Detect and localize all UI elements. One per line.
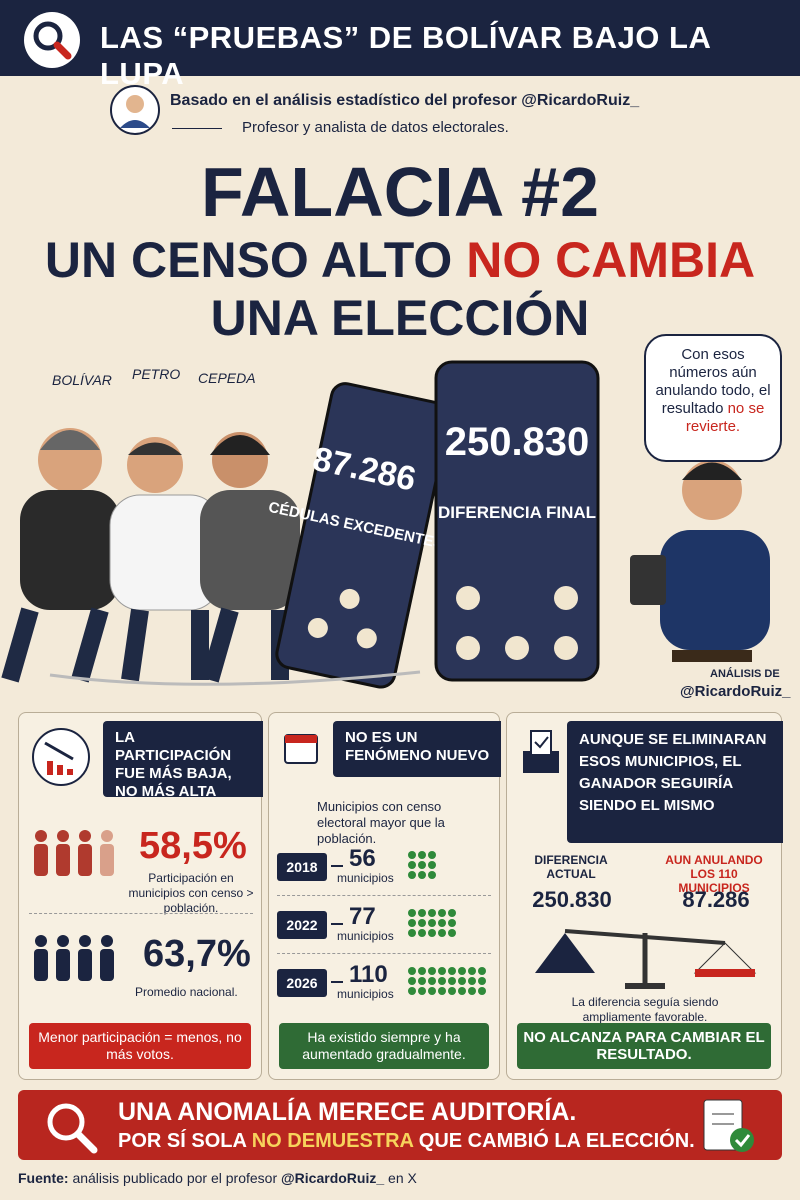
panel-note: La diferencia seguía siendo ampliamente … [571, 995, 719, 1024]
headline-line1: UN CENSO ALTO NO CAMBIA [0, 232, 800, 288]
author-handle: @RicardoRuiz_ [521, 92, 640, 109]
count-unit: municipios [337, 871, 394, 885]
credit-label: ANÁLISIS DE [710, 668, 780, 680]
author-intro-text: Basado en el análisis estadístico del pr… [170, 92, 517, 109]
name-label: PETRO [132, 366, 181, 382]
speech-bubble: Con esos números aún anulando todo, el r… [644, 334, 782, 462]
panel-participation: LA PARTICIPACIÓN FUE MÁS BAJA, NO MÁS AL… [18, 712, 263, 1080]
stat-desc: Promedio nacional. [135, 985, 238, 999]
headline-kicker: FALACIA #2 [200, 153, 600, 231]
footer: Fuente: análisis publicado por el profes… [18, 1170, 417, 1186]
banner: UNA ANOMALÍA MERECE AUDITORÍA. POR SÍ SO… [18, 1090, 782, 1160]
credit-handle: @RicardoRuiz_ [680, 683, 791, 700]
name-label: BOLÍVAR [52, 372, 112, 388]
people-icon-red [34, 830, 114, 876]
calendar-icon [284, 734, 318, 764]
author-avatar [110, 85, 160, 135]
stat-value: 58,5% [139, 825, 247, 867]
domino-large-label: DIFERENCIA FINAL [438, 503, 596, 522]
year-box: 2026 [277, 969, 327, 997]
divider [29, 913, 253, 914]
magnifier-icon [24, 12, 80, 68]
bubble-highlight: no se revierte. [685, 400, 765, 435]
domino-small [275, 382, 451, 689]
footer-text: análisis publicado por el profesor [72, 1170, 278, 1186]
divider [277, 953, 491, 954]
headline-text: UN CENSO ALTO [44, 232, 453, 288]
panel-footer: Menor participación = menos, no más voto… [29, 1023, 251, 1069]
panel-footer: NO ALCANZA PARA CAMBIAR EL RESULTADO. [517, 1023, 771, 1069]
left-label: DIFERENCIA ACTUAL [534, 853, 608, 881]
dots [408, 967, 486, 995]
banner-line1: UNA ANOMALÍA MERECE AUDITORÍA. [118, 1098, 577, 1126]
panel-history: NO ES UN FENÓMENO NUEVO Municipios con c… [268, 712, 501, 1080]
count: 110 [349, 961, 388, 988]
headline-highlight: NO CAMBIA [466, 232, 756, 288]
banner-magnifier [47, 1103, 98, 1154]
banner-text: QUE CAMBIÓ LA ELECCIÓN. [418, 1130, 695, 1152]
panel-intro: Municipios con censo electoral mayor que… [317, 799, 445, 846]
bubble-text: Con esos números aún anulando todo, el r… [655, 346, 771, 417]
name-label: CEPEDA [198, 370, 256, 386]
right-label: AUN ANULANDO LOS 110 MUNICIPIOS [665, 853, 763, 895]
banner-highlight: NO DEMUESTRA [251, 1130, 414, 1152]
dots [408, 909, 456, 937]
people-icon-navy [34, 935, 114, 981]
chart-icon [32, 728, 90, 786]
footer-handle: @RicardoRuiz_ [281, 1170, 385, 1186]
banner-text: POR SÍ SOLA [118, 1130, 247, 1152]
domino-large [434, 360, 600, 682]
stat-desc: Participación en municipios con censo > … [128, 871, 254, 915]
banner-line2: POR SÍ SOLA NO DEMUESTRA QUE CAMBIÓ LA E… [118, 1130, 695, 1153]
footer-label: Fuente: [18, 1170, 69, 1186]
people [1, 428, 300, 683]
right-value: 87.286 [682, 887, 750, 912]
headline-line2: UNA ELECCIÓN [210, 290, 590, 346]
checklist-icon [703, 1099, 754, 1152]
rule [172, 128, 222, 129]
panel-title: AUNQUE SE ELIMINARAN ESOS MUNICIPIOS, EL… [567, 721, 783, 843]
count: 56 [349, 845, 376, 872]
panel-title: LA PARTICIPACIÓN FUE MÁS BAJA, NO MÁS AL… [103, 721, 263, 800]
ballot-icon [523, 730, 559, 773]
header-title: LAS “PRUEBAS” DE BOLÍVAR BAJO LA LUPA [100, 20, 711, 91]
panel-footer: Ha existido siempre y ha aumentado gradu… [279, 1023, 489, 1069]
left-value: 250.830 [532, 887, 612, 912]
panel-title: NO ES UN FENÓMENO NUEVO [333, 721, 501, 777]
author-intro: Basado en el análisis estadístico del pr… [170, 92, 639, 110]
dots [408, 851, 436, 879]
panel-result: AUNQUE SE ELIMINARAN ESOS MUNICIPIOS, EL… [506, 712, 783, 1080]
divider [277, 895, 491, 896]
count-unit: municipios [337, 929, 394, 943]
count-unit: municipios [337, 987, 394, 1001]
analyst [630, 460, 770, 662]
arrow [331, 981, 343, 983]
year-box: 2022 [277, 911, 327, 939]
arrow [331, 865, 343, 867]
author-subtitle: Profesor y analista de datos electorales… [242, 119, 509, 136]
count: 77 [349, 903, 376, 930]
domino-large-number: 250.830 [445, 420, 590, 464]
illustration: 87.286 CÉDULAS EXCEDENTES 250.830 DIFERE… [1, 360, 770, 689]
header-bar: LAS “PRUEBAS” DE BOLÍVAR BAJO LA LUPA [0, 0, 800, 91]
footer-tail: en X [388, 1170, 417, 1186]
scale-icon [535, 929, 757, 989]
arrow [331, 923, 343, 925]
stat-value: 63,7% [143, 933, 251, 975]
year-box: 2018 [277, 853, 327, 881]
